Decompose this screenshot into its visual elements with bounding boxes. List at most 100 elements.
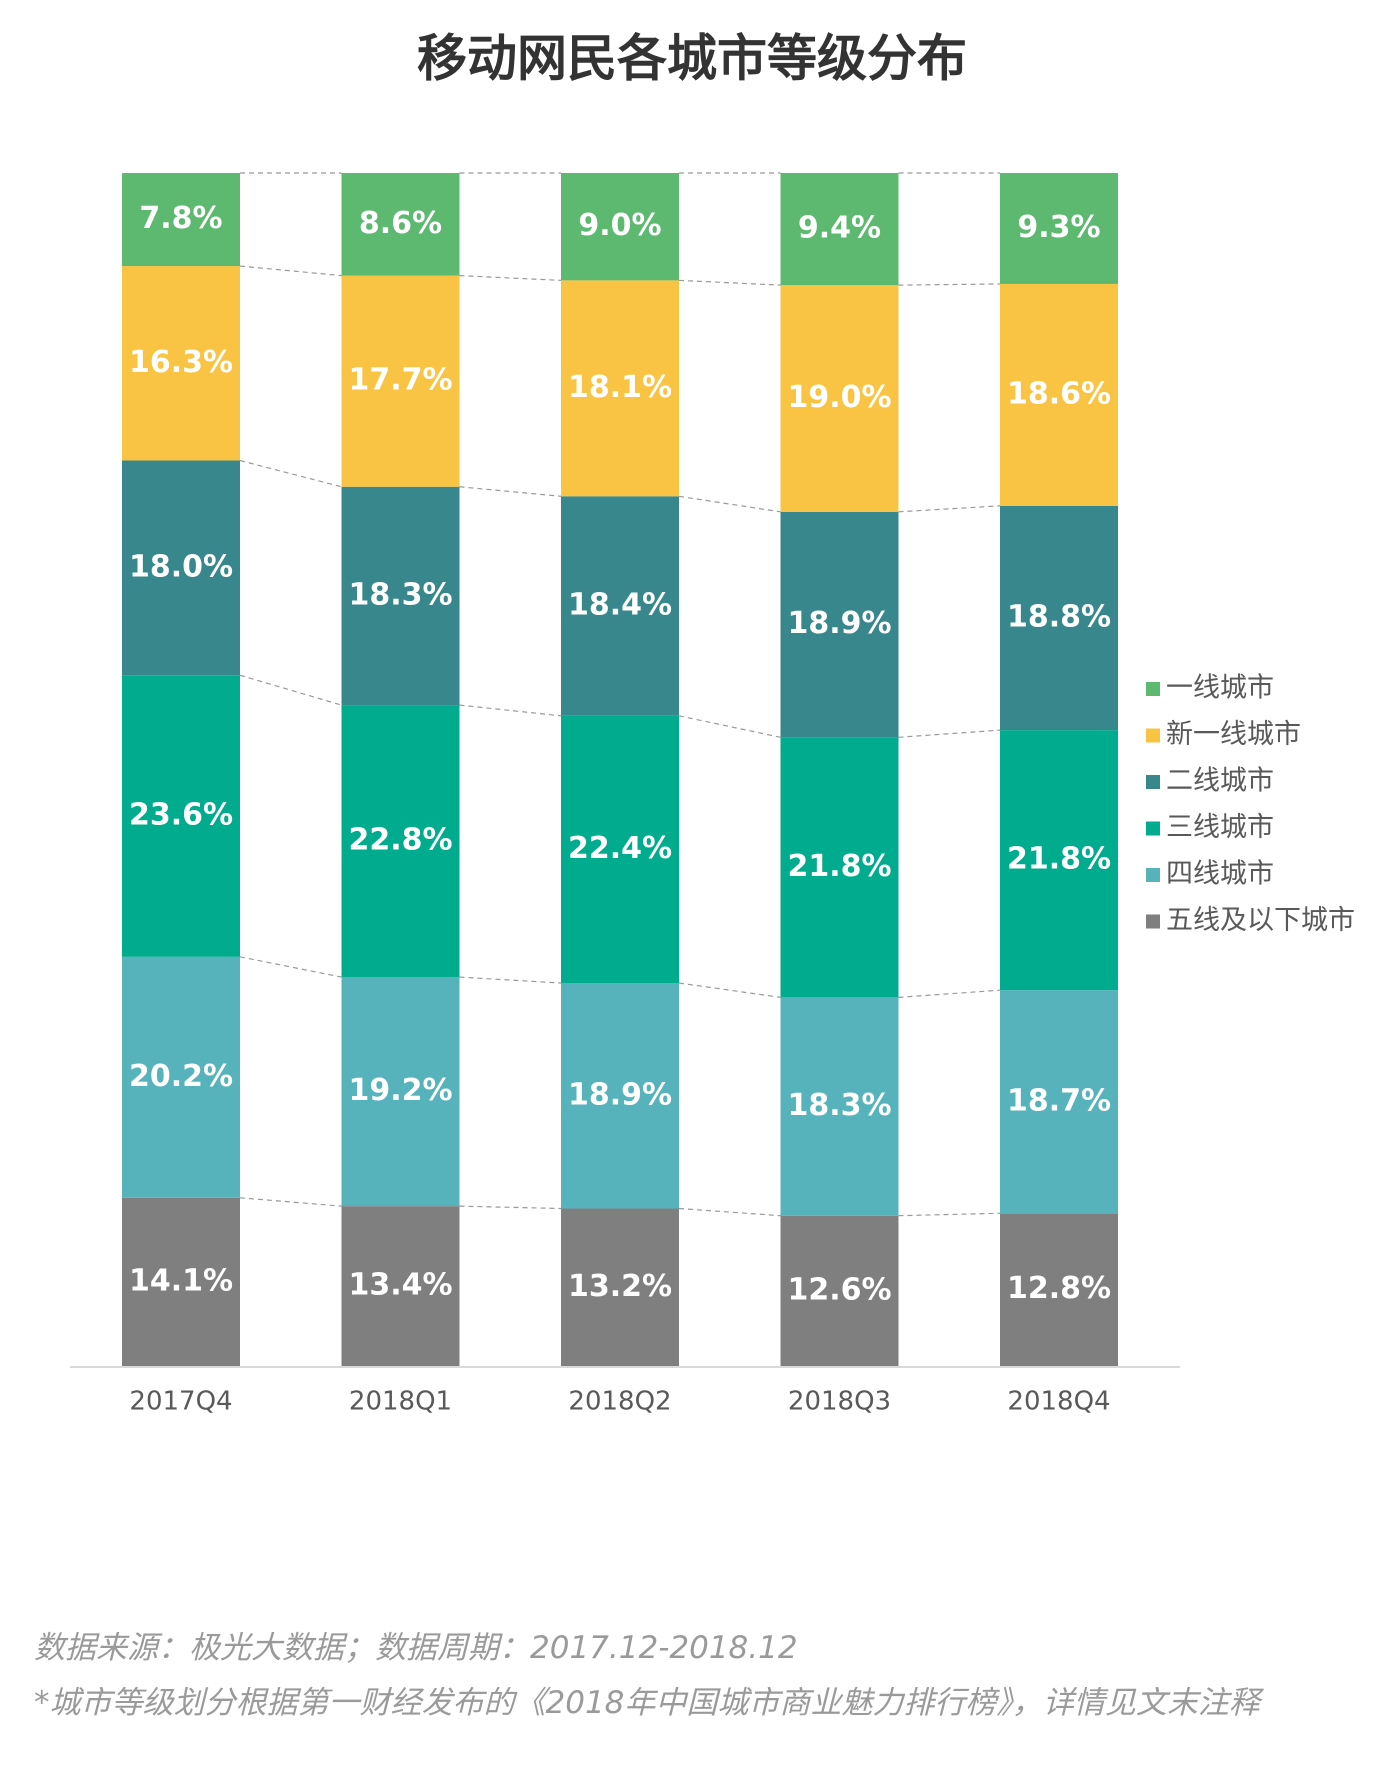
data-label: 20.2% — [129, 1059, 233, 1094]
connector-line — [459, 486, 562, 497]
legend-swatch — [1146, 868, 1160, 882]
bar-segment — [1000, 283, 1118, 506]
data-label: 8.6% — [359, 206, 442, 241]
legend-label: 四线城市 — [1166, 859, 1274, 890]
bar-segment — [122, 266, 240, 461]
x-tick-label: 2018Q1 — [349, 1387, 452, 1417]
data-label: 18.9% — [787, 606, 891, 641]
connector-line — [898, 283, 1001, 286]
data-label: 9.0% — [578, 208, 661, 243]
data-label: 12.6% — [787, 1272, 891, 1307]
bar-segment — [561, 715, 679, 984]
data-label: 9.4% — [798, 211, 881, 246]
connector-line — [459, 704, 562, 717]
x-tick-label: 2018Q2 — [568, 1387, 671, 1417]
legend-label: 一线城市 — [1166, 673, 1274, 704]
bar-segment — [122, 956, 240, 1198]
bar-segment — [1000, 173, 1118, 284]
connector-line — [459, 274, 562, 281]
x-tick-label: 2018Q3 — [788, 1387, 891, 1417]
connector-line — [678, 715, 781, 738]
bar-segment — [780, 1215, 899, 1366]
bar-segment — [1000, 1213, 1118, 1366]
data-label: 17.7% — [348, 363, 452, 398]
bar-segment — [780, 285, 899, 512]
bar-segment — [561, 496, 679, 716]
data-label: 22.4% — [568, 831, 672, 866]
connector-line — [678, 495, 781, 513]
data-label: 22.8% — [348, 823, 452, 858]
bar-segment — [122, 173, 240, 267]
bar-segment — [341, 275, 460, 487]
data-label: 18.0% — [129, 549, 233, 584]
connector-line — [898, 505, 1001, 513]
legend-label: 五线及以下城市 — [1166, 905, 1355, 936]
data-label: 9.3% — [1017, 210, 1100, 245]
data-label: 18.4% — [568, 588, 672, 623]
bar-segment — [341, 705, 460, 978]
data-label: 16.3% — [129, 345, 233, 380]
data-label: 21.8% — [787, 849, 891, 884]
data-label: 18.9% — [568, 1077, 672, 1112]
connector-line — [898, 1212, 1001, 1217]
legend-swatch — [1146, 914, 1160, 929]
bar-segment — [561, 983, 679, 1209]
legend-swatch — [1146, 775, 1160, 789]
bar-segment — [780, 173, 899, 286]
data-label: 19.2% — [348, 1073, 452, 1108]
data-label: 18.7% — [1007, 1083, 1111, 1118]
x-tick-label: 2017Q4 — [129, 1387, 232, 1417]
bar-segment — [341, 486, 460, 706]
data-label: 19.0% — [787, 380, 891, 415]
bar-segment — [561, 173, 679, 281]
legend-swatch — [1146, 682, 1160, 696]
connector-line — [678, 982, 781, 998]
bar-segment — [341, 977, 460, 1207]
data-label: 23.6% — [129, 798, 233, 833]
bar-segment — [341, 1206, 460, 1366]
legend-label: 二线城市 — [1166, 766, 1274, 797]
bar-segment — [1000, 505, 1118, 731]
data-label: 21.8% — [1007, 842, 1111, 877]
connector-line — [239, 265, 342, 277]
bar-segment — [1000, 990, 1118, 1214]
bar-segment — [122, 675, 240, 957]
connector-line — [459, 976, 562, 984]
data-label: 18.8% — [1007, 599, 1111, 634]
connector-line — [239, 459, 342, 488]
footnote: *城市等级划分根据第一财经发布的《2018年中国城市商业魅力排行榜》，详情见文末… — [34, 1685, 1260, 1721]
connector-line — [678, 1207, 781, 1217]
bar-segment — [561, 1208, 679, 1366]
legend-swatch — [1146, 821, 1160, 836]
data-label: 18.3% — [348, 577, 452, 612]
connector-line — [239, 1197, 342, 1207]
data-label: 18.3% — [787, 1088, 891, 1123]
bar-segment — [561, 280, 679, 497]
connector-line — [459, 1205, 562, 1210]
bar-segment — [780, 737, 899, 998]
bar-segment — [780, 511, 899, 738]
legend-swatch — [1146, 728, 1160, 743]
bar-segment — [1000, 730, 1118, 991]
bar-segment — [780, 997, 899, 1216]
bar-segment — [122, 460, 240, 676]
data-label: 13.2% — [568, 1269, 672, 1304]
connector-line — [239, 674, 342, 706]
source-note: 数据来源：极光大数据；数据周期：2017.12-2018.12 — [34, 1630, 798, 1666]
bar-segment — [122, 1197, 240, 1366]
data-label: 12.8% — [1007, 1271, 1111, 1306]
connector-line — [239, 956, 342, 978]
legend-label: 三线城市 — [1166, 812, 1274, 843]
data-label: 14.1% — [129, 1263, 233, 1298]
connector-line — [898, 989, 1001, 998]
connector-line — [898, 729, 1001, 738]
data-label: 18.1% — [568, 370, 672, 405]
data-label: 7.8% — [139, 201, 222, 236]
data-label: 18.6% — [1007, 376, 1111, 411]
connector-line — [678, 279, 781, 286]
x-tick-label: 2018Q4 — [1007, 1387, 1110, 1417]
chart: 移动网民各城市等级分布 14.1% 20.2% 23.6% 18.0% 16.3% 7.8… — [70, 30, 1355, 1417]
data-label: 13.4% — [348, 1268, 452, 1303]
legend-label: 新一线城市 — [1166, 719, 1301, 750]
